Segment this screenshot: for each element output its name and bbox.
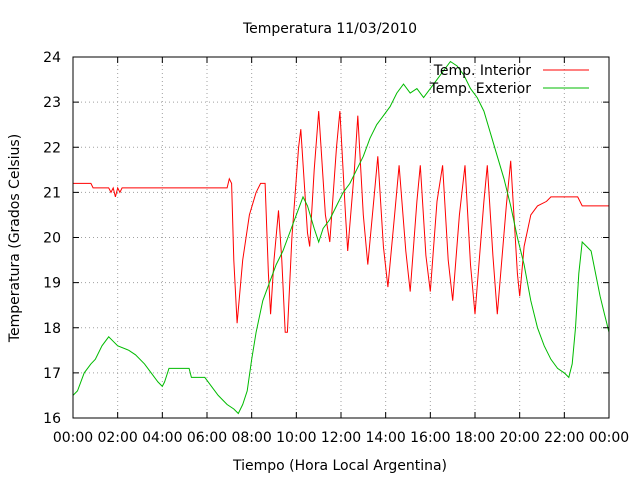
grid (73, 57, 609, 418)
y-axis-label: Temperatura (Grados Celsius) (7, 134, 23, 343)
x-tick-label: 20:00 (499, 430, 539, 446)
x-tick-label: 00:00 (53, 430, 93, 446)
y-tick-label: 22 (43, 140, 61, 156)
x-tick-label: 04:00 (142, 430, 182, 446)
y-tick-label: 18 (43, 321, 61, 337)
x-tick-label: 08:00 (231, 430, 271, 446)
y-tick-label: 16 (43, 411, 61, 427)
y-tick-label: 24 (43, 50, 61, 66)
series-line-interior (73, 111, 609, 333)
series-lines (72, 60, 610, 415)
y-tick-label: 17 (43, 366, 61, 382)
chart-title: Temperatura 11/03/2010 (242, 21, 417, 37)
x-tick-label: 16:00 (410, 430, 450, 446)
x-tick-label: 10:00 (276, 430, 316, 446)
x-tick-label: 02:00 (97, 430, 137, 446)
x-tick-label: 00:00 (589, 430, 629, 446)
y-tick-label: 21 (43, 185, 61, 201)
y-tick-label: 19 (43, 276, 61, 292)
x-axis-label: Tiempo (Hora Local Argentina) (232, 458, 447, 474)
x-tick-label: 18:00 (455, 430, 495, 446)
series-line-exterior (72, 60, 610, 415)
x-tick-label: 06:00 (187, 430, 227, 446)
legend: Temp. Interior Temp. Exterior (429, 63, 589, 97)
x-tick-label: 14:00 (365, 430, 405, 446)
y-tick-label: 23 (43, 95, 61, 111)
x-tick-label: 12:00 (321, 430, 361, 446)
axis-ticks: 00:00 02:00 04:00 06:00 08:00 10:00 12:00 14:00… (43, 50, 629, 446)
y-tick-label: 20 (43, 231, 61, 247)
legend-label: Temp. Interior (433, 63, 532, 79)
legend-label: Temp. Exterior (429, 81, 532, 97)
x-tick-label: 22:00 (544, 430, 584, 446)
